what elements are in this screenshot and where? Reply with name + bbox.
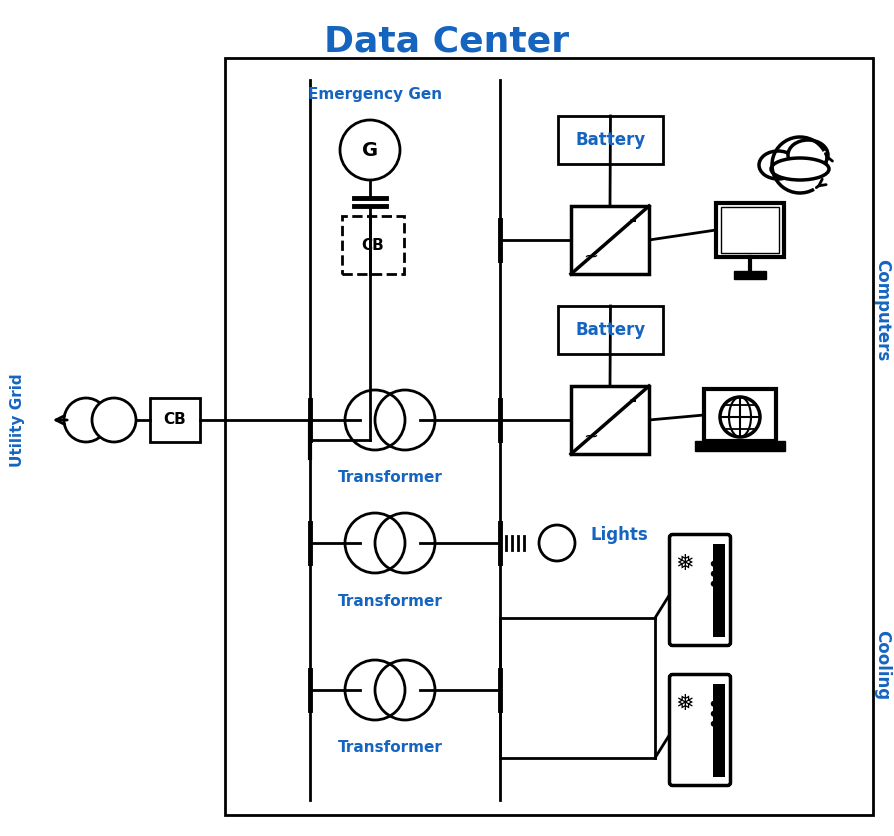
Text: Lights: Lights (590, 526, 648, 544)
Bar (704, 389, 776, 441)
Circle shape (711, 701, 717, 706)
Text: Transformer: Transformer (338, 594, 443, 609)
Bar (571, 386, 649, 454)
Text: Utility Grid: Utility Grid (11, 373, 26, 466)
Text: Computers: Computers (873, 259, 891, 361)
Circle shape (711, 721, 717, 726)
Text: Battery: Battery (576, 321, 645, 339)
Text: ❅: ❅ (675, 694, 694, 714)
Bar (716, 203, 784, 257)
Text: ❅: ❅ (675, 553, 694, 573)
Bar (734, 271, 766, 279)
Bar (342, 216, 404, 274)
Text: Data Center: Data Center (325, 25, 569, 59)
Text: ~: ~ (583, 428, 598, 446)
Circle shape (720, 397, 760, 437)
Ellipse shape (788, 140, 828, 170)
Circle shape (64, 398, 108, 442)
Text: CB: CB (164, 412, 186, 427)
Bar (558, 306, 663, 354)
Text: Transformer: Transformer (338, 741, 443, 756)
Text: -: - (628, 211, 637, 230)
Bar (721, 207, 779, 253)
Text: Transformer: Transformer (338, 471, 443, 486)
Text: ~: ~ (583, 248, 598, 266)
Bar (571, 206, 649, 274)
Circle shape (711, 711, 717, 716)
Circle shape (711, 561, 717, 567)
Text: CB: CB (362, 237, 384, 252)
Circle shape (92, 398, 136, 442)
Text: Battery: Battery (576, 131, 645, 149)
Bar (695, 441, 785, 451)
Bar (558, 116, 663, 164)
Bar (225, 58, 873, 815)
Bar (713, 543, 724, 636)
Circle shape (711, 581, 717, 587)
Bar (150, 398, 200, 442)
Circle shape (539, 525, 575, 561)
FancyBboxPatch shape (670, 675, 730, 786)
Text: -: - (628, 390, 637, 410)
Text: G: G (362, 140, 378, 160)
Bar (713, 684, 724, 777)
FancyBboxPatch shape (670, 534, 730, 645)
Ellipse shape (771, 158, 829, 180)
Circle shape (711, 571, 717, 577)
Ellipse shape (759, 151, 797, 179)
Text: Cooling: Cooling (873, 630, 891, 700)
Text: Emergency Gen: Emergency Gen (308, 88, 442, 103)
Circle shape (340, 120, 400, 180)
